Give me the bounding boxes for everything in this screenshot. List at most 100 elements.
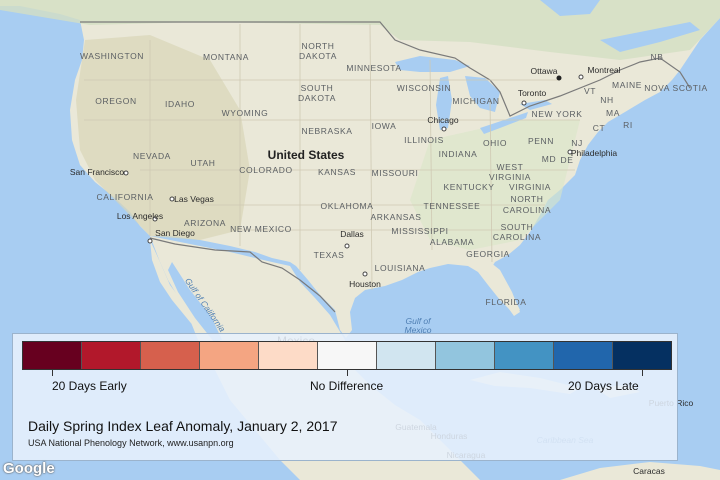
state-label-me: MAINE bbox=[612, 79, 642, 90]
color-swatch-7 bbox=[436, 342, 495, 369]
city-marker-philadelphia[interactable] bbox=[567, 149, 573, 155]
state-label-nv: NEVADA bbox=[133, 150, 171, 161]
state-label-nd1: NORTH bbox=[301, 40, 335, 51]
legend-credit: USA National Phenology Network, www.usan… bbox=[28, 438, 234, 448]
state-label-mo: MISSOURI bbox=[371, 167, 419, 178]
color-swatch-4 bbox=[259, 342, 318, 369]
city-marker-dallas[interactable] bbox=[344, 243, 350, 249]
state-label-ns: NOVA SCOTIA bbox=[644, 82, 708, 93]
hudson-bay-edge bbox=[540, 0, 600, 16]
state-label-in: INDIANA bbox=[438, 148, 478, 159]
state-label-oh: OHIO bbox=[482, 137, 508, 148]
scale-label-late: 20 Days Late bbox=[568, 379, 639, 393]
city-label-chicago: Chicago bbox=[427, 114, 459, 125]
us-canada-border bbox=[80, 21, 691, 117]
scale-label-early: 20 Days Early bbox=[52, 379, 127, 393]
city-marker-losangeles[interactable] bbox=[152, 216, 158, 222]
color-swatch-5 bbox=[318, 342, 377, 369]
tick-none bbox=[347, 370, 348, 376]
state-label-nc2: CAROLINA bbox=[502, 204, 552, 215]
state-label-ky: KENTUCKY bbox=[443, 181, 495, 192]
state-label-co: COLORADO bbox=[239, 164, 293, 175]
terrain-canada bbox=[0, 0, 720, 60]
st-lawrence bbox=[600, 22, 700, 52]
legend-title: Daily Spring Index Leaf Anomaly, January… bbox=[28, 418, 338, 434]
color-swatch-0 bbox=[23, 342, 82, 369]
lake-superior bbox=[395, 56, 470, 72]
state-label-wa: WASHINGTON bbox=[79, 50, 145, 61]
state-label-md: MD bbox=[541, 153, 557, 164]
city-marker-montreal[interactable] bbox=[578, 74, 584, 80]
color-swatch-2 bbox=[141, 342, 200, 369]
city-marker-sandiego[interactable] bbox=[147, 238, 153, 244]
state-label-wv1: WEST bbox=[496, 161, 524, 172]
state-label-ks: KANSAS bbox=[317, 166, 357, 177]
state-label-nm: NEW MEXICO bbox=[230, 223, 292, 234]
state-label-ne: NEBRASKA bbox=[301, 125, 353, 136]
city-marker-lasvegas[interactable] bbox=[169, 196, 175, 202]
state-label-mi: MICHIGAN bbox=[452, 95, 500, 106]
country-label-us: United States bbox=[267, 148, 345, 162]
lake-michigan bbox=[436, 76, 452, 130]
lake-huron bbox=[465, 76, 500, 112]
state-label-sd1: SOUTH bbox=[300, 82, 334, 93]
color-swatch-6 bbox=[377, 342, 436, 369]
state-label-ms: MISSISSIPPI bbox=[391, 225, 449, 236]
us-mexico-border bbox=[149, 237, 336, 313]
state-label-nd2: DAKOTA bbox=[299, 50, 337, 61]
state-label-nc1: NORTH bbox=[510, 193, 544, 204]
state-label-il: ILLINOIS bbox=[404, 134, 444, 145]
state-label-la: LOUISIANA bbox=[374, 262, 426, 273]
city-label-ottawa: Ottawa bbox=[530, 65, 558, 76]
state-label-or: OREGON bbox=[95, 95, 137, 106]
city-label-lasvegas: Las Vegas bbox=[174, 193, 214, 204]
google-logo[interactable]: Google bbox=[3, 460, 55, 477]
state-label-al: ALABAMA bbox=[429, 236, 475, 247]
state-label-nh: NH bbox=[600, 94, 614, 105]
state-label-ct: CT bbox=[592, 122, 606, 133]
state-label-penn: PENN bbox=[527, 135, 555, 146]
state-label-sc2: CAROLINA bbox=[492, 231, 542, 242]
state-label-sc1: SOUTH bbox=[500, 221, 534, 232]
gulf-of-california-water bbox=[168, 262, 222, 342]
city-marker-sanfrancisco[interactable] bbox=[123, 170, 129, 176]
state-label-vt: VT bbox=[583, 85, 597, 96]
city-label-dallas: Dallas bbox=[340, 228, 364, 239]
city-label-losangeles: Los Angeles bbox=[116, 210, 164, 221]
state-label-wy: WYOMING bbox=[221, 107, 269, 118]
state-label-sd2: DAKOTA bbox=[298, 92, 336, 103]
city-marker-houston[interactable] bbox=[362, 271, 368, 277]
color-swatch-3 bbox=[200, 342, 259, 369]
lake-erie bbox=[480, 112, 528, 134]
state-label-ny: NEW YORK bbox=[531, 108, 583, 119]
state-label-mn: MINNESOTA bbox=[346, 62, 402, 73]
land-south-america bbox=[560, 462, 720, 480]
color-scale bbox=[22, 341, 672, 370]
water-label-gulf_mexico1: Gulf of bbox=[405, 315, 431, 326]
state-label-ut: UTAH bbox=[190, 157, 216, 168]
city-marker-toronto[interactable] bbox=[521, 100, 527, 106]
city-label-montreal: Montreal bbox=[587, 64, 621, 75]
city-marker-chicago[interactable] bbox=[441, 126, 447, 132]
water-label-gulf_mexico2: Mexico bbox=[404, 324, 432, 335]
state-label-ia: IOWA bbox=[371, 120, 397, 131]
tick-late bbox=[642, 370, 643, 376]
city-label-toronto: Toronto bbox=[517, 87, 547, 98]
place-label-caracas: Caracas bbox=[633, 465, 665, 476]
state-label-nb: NB bbox=[650, 51, 664, 62]
city-label-sanfrancisco: San Francisco bbox=[69, 166, 125, 177]
color-swatch-10 bbox=[613, 342, 671, 369]
state-label-ok: OKLAHOMA bbox=[320, 200, 374, 211]
state-label-nj: NJ bbox=[571, 137, 583, 148]
city-label-houston: Houston bbox=[349, 278, 381, 289]
city-marker-ottawa[interactable] bbox=[556, 75, 562, 81]
state-label-tx: TEXAS bbox=[313, 249, 345, 260]
state-borders bbox=[84, 23, 580, 291]
terrain-east bbox=[410, 120, 580, 250]
state-label-fl: FLORIDA bbox=[485, 296, 527, 307]
state-label-wi: WISCONSIN bbox=[396, 82, 452, 93]
city-label-philadelphia: Philadelphia bbox=[570, 147, 618, 158]
state-label-az: ARIZONA bbox=[184, 217, 226, 228]
color-swatch-9 bbox=[554, 342, 613, 369]
